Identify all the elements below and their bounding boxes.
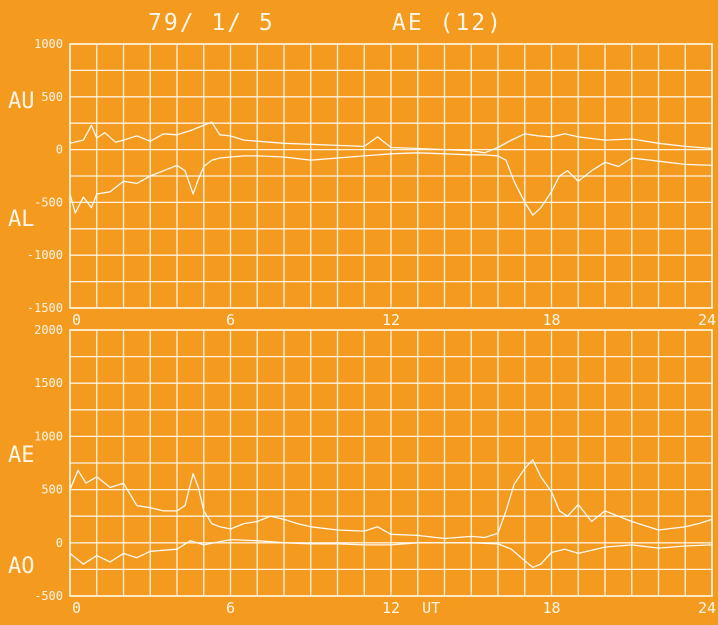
series-line-al — [69, 152, 713, 216]
y-tick-label: 0 — [56, 143, 63, 157]
x-tick-label: 24 — [698, 599, 716, 617]
y-tick-label: 1000 — [34, 429, 63, 443]
y-tick-label: -1000 — [27, 248, 63, 262]
panel-label-ao: AO — [8, 554, 35, 579]
x-tick-label: 6 — [226, 599, 235, 617]
y-tick-label: 2000 — [34, 323, 63, 337]
y-tick-label: -500 — [34, 589, 63, 603]
panel-lower: 2000 1500 1000 500 0 -500 0 6 12 18 24 UT AE AO — [8, 323, 716, 617]
y-tick-label: 500 — [41, 90, 63, 104]
x-tick-label: 18 — [542, 599, 560, 617]
panel-label-au: AU — [8, 89, 35, 114]
y-tick-label: -500 — [34, 195, 63, 209]
x-tick-label: 18 — [542, 311, 560, 329]
x-tick-label: 6 — [226, 311, 235, 329]
x-unit-label: UT — [422, 599, 440, 617]
x-tick-label: 24 — [698, 311, 716, 329]
panel-label-al: AL — [8, 207, 35, 232]
grid-lower — [69, 329, 713, 597]
y-tick-label: 1000 — [34, 37, 63, 51]
x-tick-label: 0 — [72, 599, 81, 617]
panel-label-ae: AE — [8, 443, 35, 468]
panel-upper: 1000 500 0 -500 -1000 -1500 0 6 12 18 24 AU AL — [8, 37, 716, 329]
y-tick-label: 1500 — [34, 376, 63, 390]
y-tick-label: 500 — [41, 483, 63, 497]
chart-index-name: AE (12) — [392, 10, 503, 36]
y-tick-label: -1500 — [27, 301, 63, 315]
series-line-ao — [69, 538, 713, 568]
x-tick-label: 12 — [382, 599, 400, 617]
chart-date: 79/ 1/ 5 — [148, 10, 275, 36]
grid-upper — [69, 43, 713, 309]
series-line-ae — [69, 459, 713, 540]
plot-frame-upper — [69, 43, 713, 309]
x-tick-label: 0 — [72, 311, 81, 329]
series-line-au — [69, 121, 713, 154]
x-tick-label: 12 — [382, 311, 400, 329]
y-tick-label: 0 — [56, 536, 63, 550]
plot-frame-lower — [69, 329, 713, 597]
